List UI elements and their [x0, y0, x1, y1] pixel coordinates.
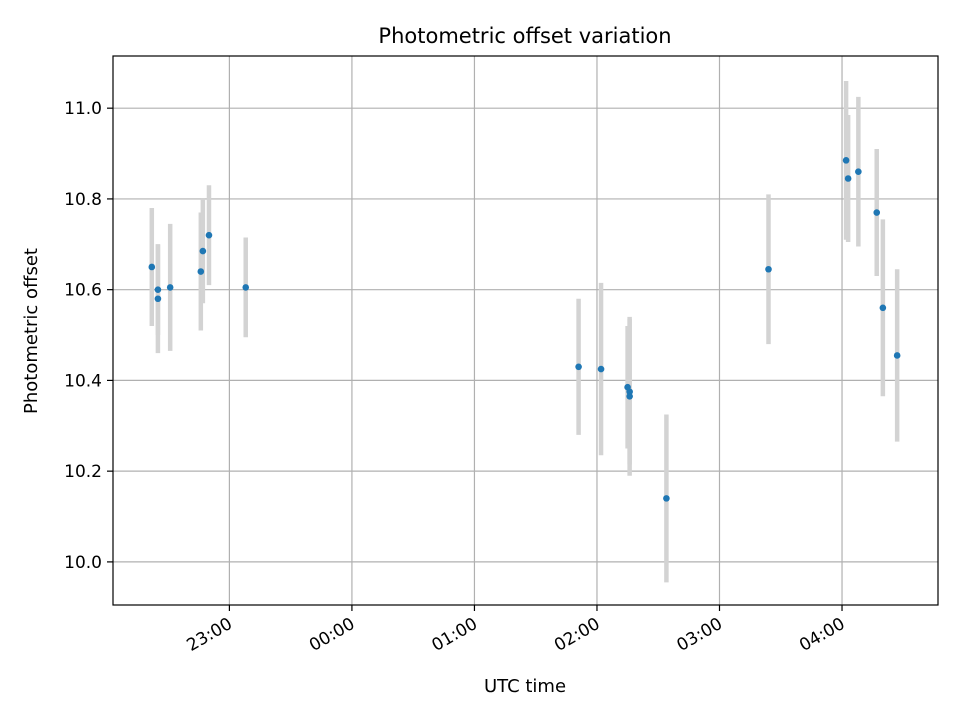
data-point: [879, 304, 887, 312]
y-tick-label: 10.0: [64, 553, 102, 573]
y-axis-title: Photometric offset: [21, 248, 42, 414]
y-tick-label: 10.2: [64, 462, 102, 482]
data-point: [154, 286, 162, 293]
data-point: [873, 209, 881, 216]
y-tick-label: 10.4: [64, 371, 102, 391]
data-points: [148, 157, 901, 502]
plot-frame: [112, 55, 939, 606]
y-tick-label: 10.8: [64, 190, 102, 210]
data-point: [626, 388, 633, 396]
data-point: [855, 168, 862, 175]
chart-title: Photometric offset variation: [378, 24, 671, 48]
data-point: [199, 247, 207, 255]
data-point: [893, 352, 901, 359]
grid-lines: [113, 56, 938, 605]
data-point: [575, 363, 582, 371]
data-point: [242, 284, 250, 291]
data-point: [626, 392, 633, 400]
data-point: [197, 268, 205, 275]
data-point: [148, 263, 156, 271]
y-tick-label: 11.0: [64, 99, 102, 119]
data-point: [597, 365, 605, 373]
y-tick-label: 10.6: [64, 281, 102, 301]
x-axis-title: UTC time: [484, 676, 566, 697]
data-point: [663, 495, 670, 502]
data-point: [205, 231, 213, 239]
data-point: [842, 157, 850, 164]
data-point: [844, 175, 852, 182]
data-point: [154, 295, 162, 303]
data-point: [166, 284, 174, 291]
data-point: [765, 265, 772, 273]
